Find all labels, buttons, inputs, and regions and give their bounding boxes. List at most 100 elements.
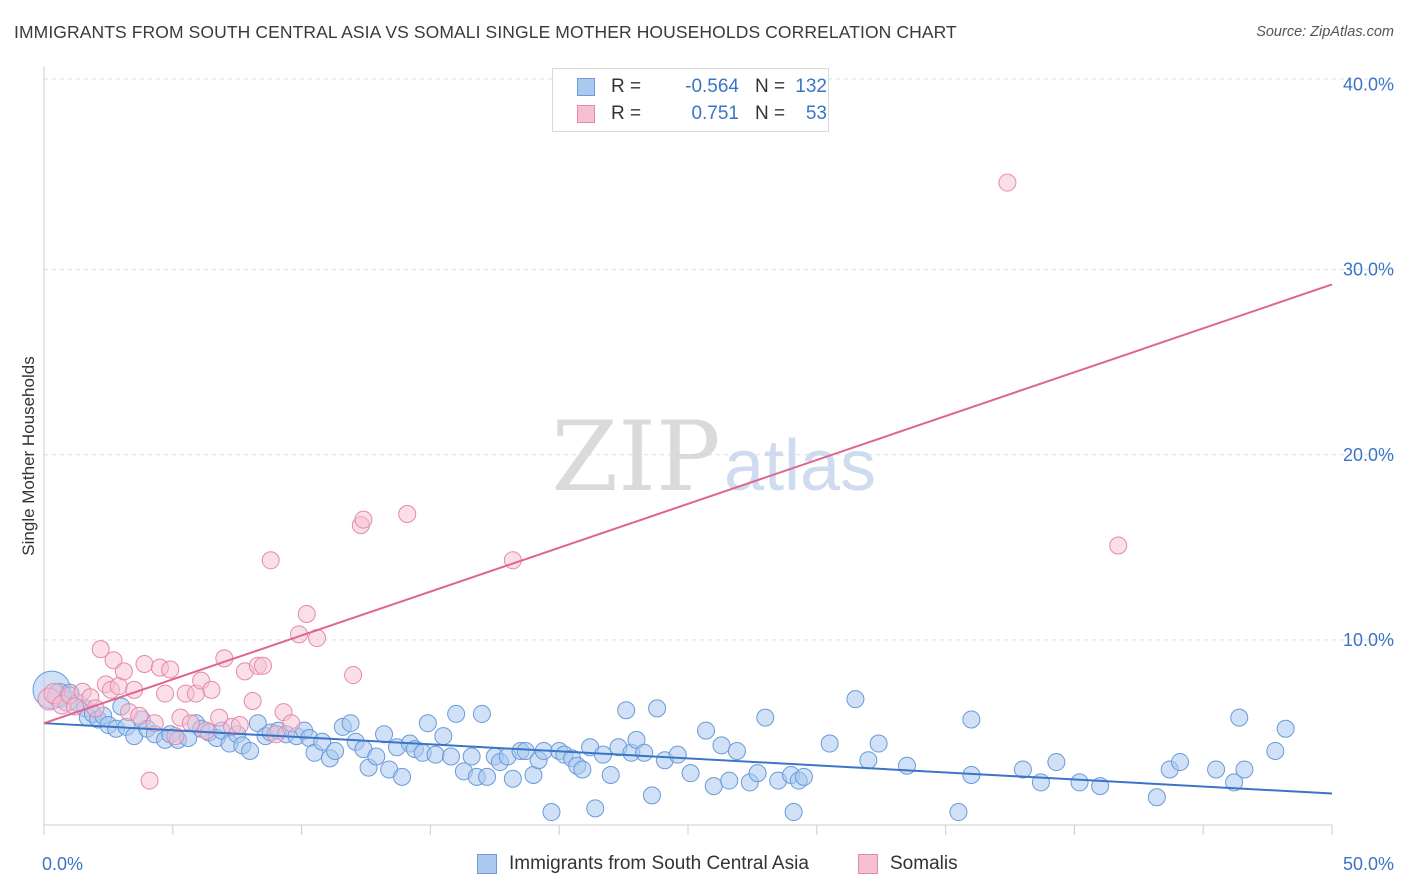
data-point-immigrants	[586, 799, 605, 818]
data-point-somalis	[135, 654, 154, 673]
data-point-immigrants	[375, 725, 394, 744]
y-tick-label: 20.0%	[1343, 445, 1394, 465]
y-tick-label: 40.0%	[1343, 75, 1394, 95]
legend-n-value: 132	[795, 76, 827, 97]
data-point-immigrants	[341, 714, 360, 733]
data-point-immigrants	[447, 704, 466, 723]
series-immigrants-points	[32, 670, 1295, 822]
data-point-somalis	[261, 551, 280, 570]
data-point-somalis	[1109, 536, 1128, 555]
data-point-somalis	[104, 651, 123, 670]
data-point-immigrants	[241, 741, 260, 760]
data-point-somalis	[130, 706, 149, 725]
watermark-zip: ZIP	[551, 401, 720, 513]
data-point-somalis	[166, 727, 185, 746]
data-point-immigrants	[949, 803, 968, 822]
legend-n-label: N =	[755, 103, 786, 124]
correlation-legend: R = -0.564 N = 132 R = 0.751 N = 53	[552, 68, 829, 132]
data-point-immigrants	[601, 766, 620, 785]
data-point-immigrants	[635, 743, 654, 762]
data-point-immigrants	[1225, 773, 1244, 792]
data-point-somalis	[210, 708, 229, 727]
data-point-somalis	[181, 714, 200, 733]
data-point-immigrants	[617, 701, 636, 720]
trendline-somalis	[43, 283, 1333, 725]
data-point-immigrants	[668, 745, 687, 764]
data-point-somalis	[91, 640, 110, 659]
data-point-immigrants	[727, 741, 746, 760]
bottom-legend-label: Immigrants from South Central Asia	[509, 853, 809, 874]
trendline-immigrants	[43, 722, 1333, 795]
data-point-somalis	[354, 510, 373, 529]
legend-r-value: 0.751	[691, 103, 739, 124]
data-point-somalis	[197, 721, 216, 740]
data-point-immigrants	[542, 803, 561, 822]
data-point-immigrants	[1047, 753, 1066, 772]
data-point-somalis	[114, 662, 133, 681]
data-point-immigrants	[393, 767, 412, 786]
bottom-legend-swatch-blue	[477, 854, 497, 874]
data-point-immigrants	[1147, 788, 1166, 807]
data-point-immigrants	[642, 786, 661, 805]
y-axis-label: Single Mother Households	[19, 356, 38, 555]
bottom-legend-label: Somalis	[890, 853, 958, 874]
data-point-somalis	[243, 691, 262, 710]
data-point-immigrants	[784, 803, 803, 822]
data-point-immigrants	[503, 769, 522, 788]
data-point-somalis	[230, 716, 249, 735]
series-somalis-points	[37, 173, 1128, 790]
data-point-somalis	[398, 505, 417, 524]
data-point-immigrants	[756, 708, 775, 727]
data-point-immigrants	[1070, 773, 1089, 792]
data-point-immigrants	[704, 777, 723, 796]
data-point-immigrants	[712, 736, 731, 755]
x-tick-label: 50.0%	[1343, 854, 1394, 874]
data-point-somalis	[140, 771, 159, 790]
source-credit: Source: ZipAtlas.com	[1256, 24, 1394, 40]
grid-lines	[44, 78, 1396, 641]
data-point-immigrants	[648, 699, 667, 718]
data-point-immigrants	[434, 727, 453, 746]
data-point-immigrants	[478, 767, 497, 786]
tick-labels: 10.0% 20.0% 30.0% 40.0% 0.0% 50.0%	[42, 75, 1394, 874]
x-tick-label: 0.0%	[42, 854, 83, 874]
data-point-immigrants	[720, 771, 739, 790]
legend-n-value: 53	[805, 103, 827, 124]
data-point-somalis	[161, 660, 180, 679]
data-point-immigrants	[962, 710, 981, 729]
legend-r-label: R =	[611, 103, 642, 124]
legend-r-label: R =	[611, 76, 642, 97]
data-point-somalis	[297, 604, 316, 623]
data-point-immigrants	[697, 721, 716, 740]
legend-n-label: N =	[755, 76, 786, 97]
data-point-immigrants	[846, 690, 865, 709]
data-point-immigrants	[326, 741, 345, 760]
data-point-somalis	[145, 714, 164, 733]
data-point-immigrants	[1207, 760, 1226, 779]
data-point-immigrants	[681, 764, 700, 783]
trendlines	[43, 283, 1333, 795]
y-tick-label: 30.0%	[1343, 260, 1394, 280]
data-point-immigrants	[573, 760, 592, 779]
data-point-immigrants	[1276, 719, 1295, 738]
data-point-somalis	[266, 725, 285, 744]
data-point-immigrants	[794, 767, 813, 786]
data-point-immigrants	[1230, 708, 1249, 727]
data-point-somalis	[998, 173, 1017, 192]
data-point-immigrants	[820, 734, 839, 753]
data-point-immigrants	[1235, 760, 1254, 779]
data-point-immigrants	[1171, 753, 1190, 772]
data-point-immigrants	[418, 714, 437, 733]
data-point-somalis	[344, 666, 363, 685]
data-point-immigrants	[748, 764, 767, 783]
y-tick-label: 10.0%	[1343, 630, 1394, 650]
data-point-somalis	[202, 680, 221, 699]
watermark: ZIP atlas	[551, 401, 876, 513]
legend-swatch-blue	[577, 78, 595, 96]
legend-r-value: -0.564	[685, 76, 739, 97]
legend-swatch-pink	[577, 105, 595, 123]
data-point-immigrants	[426, 745, 445, 764]
data-point-immigrants	[472, 704, 491, 723]
data-point-immigrants	[367, 747, 386, 766]
